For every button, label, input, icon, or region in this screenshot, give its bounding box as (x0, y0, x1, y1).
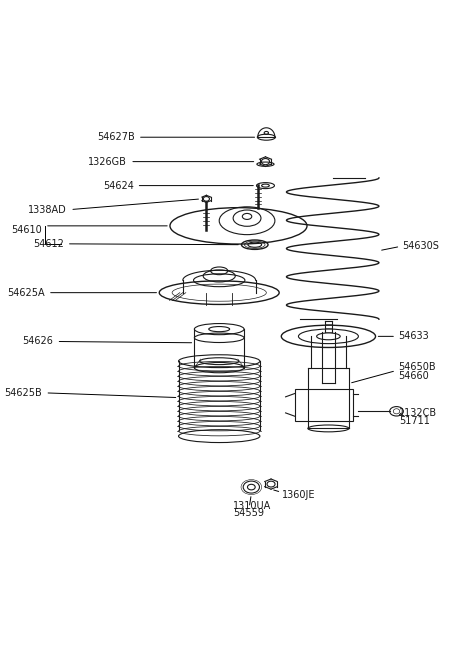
Text: 1360JE: 1360JE (282, 490, 316, 499)
Text: 54627B: 54627B (97, 132, 135, 142)
Text: 54630S: 54630S (402, 241, 439, 252)
Text: 54650B: 54650B (398, 362, 435, 372)
Text: 54633: 54633 (398, 331, 429, 342)
Text: 1326GB: 1326GB (88, 157, 127, 167)
Text: 54625B: 54625B (5, 388, 42, 398)
Text: 54660: 54660 (398, 371, 429, 380)
Text: 1338AD: 1338AD (29, 204, 67, 215)
Text: 51711: 51711 (399, 416, 430, 426)
Text: 54624: 54624 (103, 181, 133, 191)
Text: 54612: 54612 (33, 239, 64, 249)
Text: 54625A: 54625A (7, 288, 45, 298)
Text: 54610: 54610 (12, 225, 42, 235)
Bar (295, 389, 353, 421)
Text: 1310UA: 1310UA (233, 501, 271, 510)
Text: 54626: 54626 (23, 336, 54, 347)
Text: 54559: 54559 (233, 508, 264, 518)
Text: 1132CB: 1132CB (399, 408, 437, 419)
